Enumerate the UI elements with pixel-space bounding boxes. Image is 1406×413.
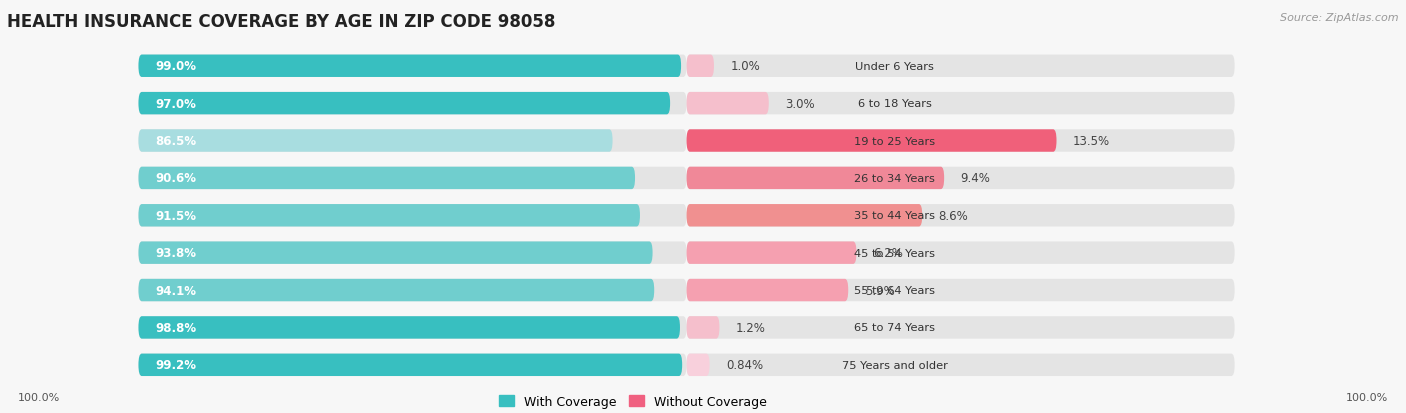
Text: 55 to 64 Years: 55 to 64 Years	[855, 285, 935, 295]
FancyBboxPatch shape	[686, 354, 1234, 376]
Text: 9.4%: 9.4%	[960, 172, 990, 185]
FancyBboxPatch shape	[686, 204, 1234, 227]
Text: 86.5%: 86.5%	[155, 135, 195, 148]
FancyBboxPatch shape	[138, 93, 686, 115]
FancyBboxPatch shape	[686, 93, 769, 115]
Text: 94.1%: 94.1%	[155, 284, 195, 297]
FancyBboxPatch shape	[138, 93, 671, 115]
Text: 35 to 44 Years: 35 to 44 Years	[855, 211, 935, 221]
FancyBboxPatch shape	[138, 316, 686, 339]
FancyBboxPatch shape	[686, 279, 1234, 301]
Text: 26 to 34 Years: 26 to 34 Years	[855, 173, 935, 183]
FancyBboxPatch shape	[138, 130, 686, 152]
Text: 19 to 25 Years: 19 to 25 Years	[855, 136, 935, 146]
FancyBboxPatch shape	[686, 204, 922, 227]
Legend: With Coverage, Without Coverage: With Coverage, Without Coverage	[499, 395, 768, 408]
FancyBboxPatch shape	[138, 204, 640, 227]
FancyBboxPatch shape	[138, 204, 686, 227]
Text: 8.6%: 8.6%	[939, 209, 969, 222]
Text: 3.0%: 3.0%	[785, 97, 815, 110]
Text: 75 Years and older: 75 Years and older	[842, 360, 948, 370]
FancyBboxPatch shape	[138, 55, 681, 78]
Text: 5.9%: 5.9%	[865, 284, 894, 297]
FancyBboxPatch shape	[138, 167, 636, 190]
Text: 99.0%: 99.0%	[155, 60, 195, 73]
FancyBboxPatch shape	[138, 242, 652, 264]
Text: 91.5%: 91.5%	[155, 209, 195, 222]
Text: 0.84%: 0.84%	[725, 358, 763, 371]
FancyBboxPatch shape	[686, 55, 714, 78]
Text: 6 to 18 Years: 6 to 18 Years	[858, 99, 932, 109]
Text: 100.0%: 100.0%	[18, 392, 60, 401]
FancyBboxPatch shape	[686, 130, 1234, 152]
Text: 45 to 54 Years: 45 to 54 Years	[855, 248, 935, 258]
Text: 97.0%: 97.0%	[155, 97, 195, 110]
FancyBboxPatch shape	[138, 167, 686, 190]
FancyBboxPatch shape	[686, 316, 1234, 339]
FancyBboxPatch shape	[686, 93, 1234, 115]
Text: 98.8%: 98.8%	[155, 321, 195, 334]
FancyBboxPatch shape	[138, 316, 681, 339]
Text: 90.6%: 90.6%	[155, 172, 195, 185]
FancyBboxPatch shape	[138, 354, 682, 376]
Text: 100.0%: 100.0%	[1346, 392, 1388, 401]
Text: 65 to 74 Years: 65 to 74 Years	[855, 323, 935, 332]
Text: 1.2%: 1.2%	[735, 321, 766, 334]
FancyBboxPatch shape	[686, 167, 1234, 190]
Text: 1.0%: 1.0%	[730, 60, 761, 73]
FancyBboxPatch shape	[138, 279, 654, 301]
FancyBboxPatch shape	[686, 242, 856, 264]
FancyBboxPatch shape	[138, 130, 613, 152]
FancyBboxPatch shape	[686, 55, 1234, 78]
FancyBboxPatch shape	[138, 354, 686, 376]
FancyBboxPatch shape	[138, 279, 686, 301]
Text: 6.2%: 6.2%	[873, 247, 903, 259]
Text: Under 6 Years: Under 6 Years	[855, 62, 934, 71]
FancyBboxPatch shape	[686, 279, 848, 301]
Text: Source: ZipAtlas.com: Source: ZipAtlas.com	[1281, 12, 1399, 22]
FancyBboxPatch shape	[686, 316, 720, 339]
Text: 13.5%: 13.5%	[1073, 135, 1111, 148]
FancyBboxPatch shape	[686, 242, 1234, 264]
FancyBboxPatch shape	[138, 55, 686, 78]
FancyBboxPatch shape	[686, 354, 710, 376]
FancyBboxPatch shape	[138, 242, 686, 264]
Text: 99.2%: 99.2%	[155, 358, 195, 371]
Text: HEALTH INSURANCE COVERAGE BY AGE IN ZIP CODE 98058: HEALTH INSURANCE COVERAGE BY AGE IN ZIP …	[7, 12, 555, 31]
Text: 93.8%: 93.8%	[155, 247, 195, 259]
FancyBboxPatch shape	[686, 130, 1056, 152]
FancyBboxPatch shape	[686, 167, 945, 190]
